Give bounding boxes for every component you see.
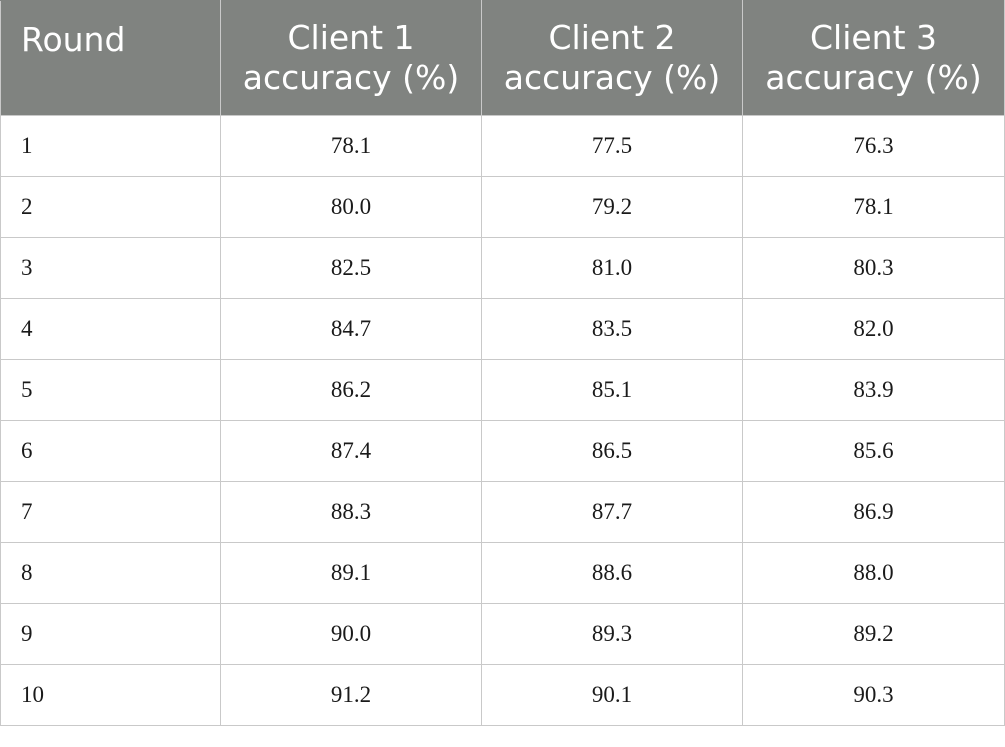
table-row: 1 78.1 77.5 76.3 bbox=[0, 115, 1005, 177]
cell-client-3-accuracy: 86.9 bbox=[742, 481, 1005, 543]
cell-client-3-accuracy: 78.1 bbox=[742, 176, 1005, 238]
cell-client-1-accuracy: 84.7 bbox=[220, 298, 482, 360]
cell-round: 9 bbox=[0, 603, 221, 665]
header-row: Round Client 1 accuracy (%) Client 2 acc… bbox=[0, 0, 1005, 116]
cell-client-1-accuracy: 87.4 bbox=[220, 420, 482, 482]
cell-client-3-accuracy: 88.0 bbox=[742, 542, 1005, 604]
cell-client-2-accuracy: 90.1 bbox=[481, 664, 743, 726]
table-body: 1 78.1 77.5 76.3 2 80.0 79.2 78.1 3 82.5… bbox=[0, 115, 1005, 726]
table-row: 2 80.0 79.2 78.1 bbox=[0, 176, 1005, 238]
table-row: 8 89.1 88.6 88.0 bbox=[0, 542, 1005, 604]
cell-client-2-accuracy: 77.5 bbox=[481, 115, 743, 177]
cell-round: 3 bbox=[0, 237, 221, 299]
cell-client-1-accuracy: 80.0 bbox=[220, 176, 482, 238]
cell-client-3-accuracy: 76.3 bbox=[742, 115, 1005, 177]
cell-round: 10 bbox=[0, 664, 221, 726]
header-round: Round bbox=[0, 0, 221, 116]
cell-client-2-accuracy: 79.2 bbox=[481, 176, 743, 238]
table-row: 5 86.2 85.1 83.9 bbox=[0, 359, 1005, 421]
header-client-1: Client 1 accuracy (%) bbox=[220, 0, 482, 116]
accuracy-table: Round Client 1 accuracy (%) Client 2 acc… bbox=[0, 0, 1005, 726]
cell-round: 1 bbox=[0, 115, 221, 177]
cell-client-2-accuracy: 89.3 bbox=[481, 603, 743, 665]
table-header: Round Client 1 accuracy (%) Client 2 acc… bbox=[0, 0, 1005, 116]
header-client-1-line2: accuracy (%) bbox=[242, 58, 460, 97]
cell-client-1-accuracy: 86.2 bbox=[220, 359, 482, 421]
header-client-1-line1: Client 1 bbox=[287, 18, 415, 57]
cell-client-3-accuracy: 89.2 bbox=[742, 603, 1005, 665]
cell-client-1-accuracy: 89.1 bbox=[220, 542, 482, 604]
cell-client-2-accuracy: 81.0 bbox=[481, 237, 743, 299]
cell-round: 8 bbox=[0, 542, 221, 604]
cell-round: 7 bbox=[0, 481, 221, 543]
header-client-3-line1: Client 3 bbox=[809, 18, 938, 57]
cell-client-1-accuracy: 88.3 bbox=[220, 481, 482, 543]
cell-client-2-accuracy: 87.7 bbox=[481, 481, 743, 543]
table-row: 10 91.2 90.1 90.3 bbox=[0, 664, 1005, 726]
table-row: 7 88.3 87.7 86.9 bbox=[0, 481, 1005, 543]
header-client-2-line1: Client 2 bbox=[548, 18, 676, 57]
cell-client-2-accuracy: 88.6 bbox=[481, 542, 743, 604]
header-client-3-line2: accuracy (%) bbox=[765, 58, 982, 97]
table-row: 4 84.7 83.5 82.0 bbox=[0, 298, 1005, 360]
header-client-3: Client 3 accuracy (%) bbox=[742, 0, 1005, 116]
cell-client-3-accuracy: 90.3 bbox=[742, 664, 1005, 726]
cell-client-2-accuracy: 86.5 bbox=[481, 420, 743, 482]
header-client-2-line2: accuracy (%) bbox=[503, 58, 721, 97]
cell-client-2-accuracy: 83.5 bbox=[481, 298, 743, 360]
cell-client-1-accuracy: 78.1 bbox=[220, 115, 482, 177]
cell-round: 2 bbox=[0, 176, 221, 238]
header-client-2: Client 2 accuracy (%) bbox=[481, 0, 743, 116]
cell-client-3-accuracy: 82.0 bbox=[742, 298, 1005, 360]
cell-round: 5 bbox=[0, 359, 221, 421]
table-row: 3 82.5 81.0 80.3 bbox=[0, 237, 1005, 299]
cell-client-3-accuracy: 85.6 bbox=[742, 420, 1005, 482]
cell-client-1-accuracy: 90.0 bbox=[220, 603, 482, 665]
header-round-label: Round bbox=[21, 20, 126, 59]
cell-client-1-accuracy: 82.5 bbox=[220, 237, 482, 299]
cell-client-3-accuracy: 83.9 bbox=[742, 359, 1005, 421]
cell-round: 4 bbox=[0, 298, 221, 360]
cell-client-2-accuracy: 85.1 bbox=[481, 359, 743, 421]
cell-client-3-accuracy: 80.3 bbox=[742, 237, 1005, 299]
cell-client-1-accuracy: 91.2 bbox=[220, 664, 482, 726]
table-row: 9 90.0 89.3 89.2 bbox=[0, 603, 1005, 665]
table-row: 6 87.4 86.5 85.6 bbox=[0, 420, 1005, 482]
cell-round: 6 bbox=[0, 420, 221, 482]
